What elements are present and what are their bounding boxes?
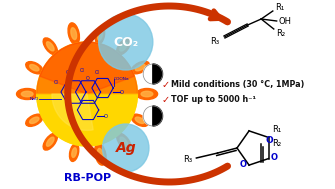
Text: Cl: Cl — [54, 80, 59, 84]
Text: CO₂: CO₂ — [113, 36, 138, 49]
Text: ✓: ✓ — [161, 95, 170, 105]
Wedge shape — [143, 64, 153, 84]
Text: Mild conditions (30 °C, 1MPa): Mild conditions (30 °C, 1MPa) — [171, 81, 305, 90]
Ellipse shape — [29, 117, 39, 123]
Text: R₂: R₂ — [276, 29, 285, 37]
Wedge shape — [52, 94, 93, 130]
Wedge shape — [37, 94, 137, 146]
Wedge shape — [153, 64, 162, 84]
Text: R₃: R₃ — [210, 37, 219, 46]
Wedge shape — [153, 106, 162, 126]
Ellipse shape — [68, 23, 79, 44]
Ellipse shape — [43, 133, 57, 150]
Ellipse shape — [141, 91, 153, 97]
Text: ✓: ✓ — [161, 80, 170, 90]
Ellipse shape — [117, 133, 131, 150]
Text: O: O — [86, 75, 90, 81]
Ellipse shape — [136, 88, 157, 99]
Ellipse shape — [16, 88, 38, 99]
Ellipse shape — [69, 144, 79, 161]
Ellipse shape — [120, 137, 128, 146]
Ellipse shape — [117, 39, 130, 55]
Ellipse shape — [97, 31, 103, 40]
Text: R₁: R₁ — [275, 2, 284, 12]
Ellipse shape — [71, 28, 77, 40]
Text: O: O — [104, 114, 108, 119]
Text: NaO: NaO — [29, 97, 39, 101]
Ellipse shape — [135, 117, 144, 123]
Ellipse shape — [47, 42, 54, 51]
Text: R₁: R₁ — [272, 125, 282, 134]
Ellipse shape — [135, 64, 145, 71]
Text: COONa: COONa — [114, 77, 130, 81]
Text: Cl: Cl — [80, 67, 85, 73]
Wedge shape — [143, 106, 153, 126]
Ellipse shape — [120, 42, 127, 51]
Ellipse shape — [72, 148, 76, 157]
Wedge shape — [40, 42, 134, 94]
Text: Ag: Ag — [116, 141, 136, 155]
Ellipse shape — [95, 27, 105, 44]
Ellipse shape — [26, 62, 43, 74]
Ellipse shape — [26, 114, 43, 126]
Ellipse shape — [131, 61, 149, 74]
Text: Cl: Cl — [65, 70, 70, 74]
Ellipse shape — [21, 91, 33, 97]
Ellipse shape — [43, 38, 57, 55]
Circle shape — [99, 14, 153, 70]
Text: O: O — [270, 153, 277, 162]
Circle shape — [37, 42, 137, 146]
Wedge shape — [37, 42, 137, 94]
Ellipse shape — [95, 144, 106, 165]
Text: OH: OH — [279, 16, 291, 26]
Text: R₃: R₃ — [183, 156, 193, 164]
Text: Cl: Cl — [94, 70, 99, 74]
Text: O: O — [266, 136, 273, 145]
Ellipse shape — [47, 137, 54, 146]
Ellipse shape — [97, 148, 103, 160]
Ellipse shape — [131, 114, 148, 126]
Text: TOF up to 5000 h⁻¹: TOF up to 5000 h⁻¹ — [171, 95, 256, 105]
Text: RB-POP: RB-POP — [64, 173, 111, 183]
Text: R₂: R₂ — [272, 139, 281, 148]
Text: O: O — [120, 90, 124, 94]
Ellipse shape — [29, 64, 39, 71]
Text: O: O — [239, 160, 246, 169]
Circle shape — [103, 124, 149, 172]
